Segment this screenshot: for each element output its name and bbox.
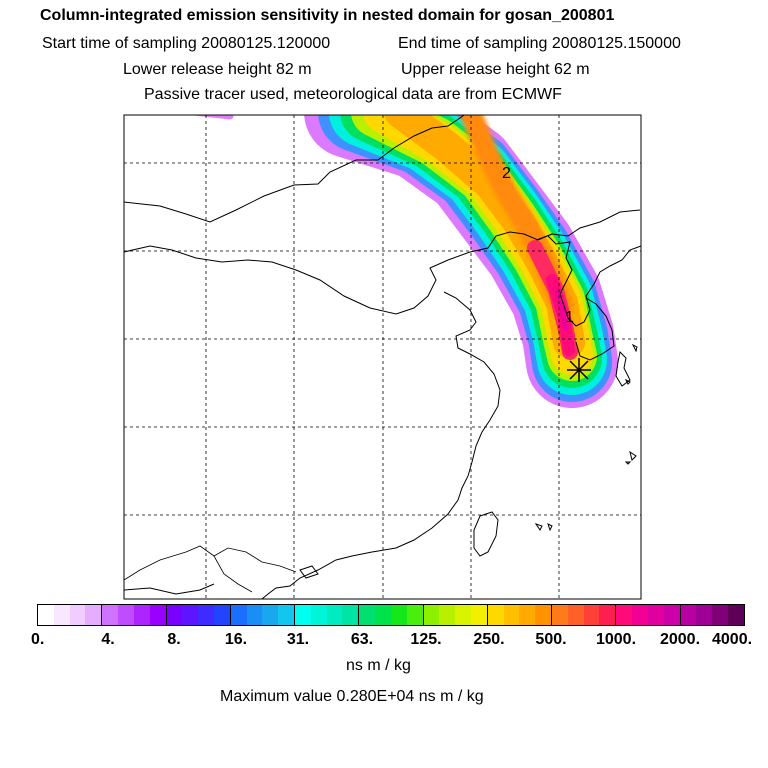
colorbar-segment: [567, 605, 584, 625]
colorbar-tick-label: 1000.: [595, 631, 637, 648]
colorbar-segment: [295, 605, 311, 625]
colorbar-segment: [616, 605, 633, 625]
end-time-label: End time of sampling 20080125.150000: [398, 35, 681, 52]
colorbar-segment: [487, 605, 504, 625]
colorbar-segment: [423, 605, 440, 625]
colorbar-segment: [262, 605, 279, 625]
colorbar-segment: [535, 605, 552, 625]
emission-sensitivity-plume: [193, 115, 618, 408]
colorbar-segment: [198, 605, 214, 625]
tracer-info-label: Passive tracer used, meteorological data…: [144, 86, 562, 103]
colorbar-segment: [310, 605, 327, 625]
map-frame: [123, 114, 642, 600]
colorbar-tick-label: 31.: [286, 631, 310, 648]
plume-label-day-2: 2: [502, 165, 511, 182]
colorbar-segment: [727, 605, 744, 625]
colorbar-segment: [375, 605, 391, 625]
colorbar-segment: [439, 605, 456, 625]
colorbar-tick-label: 4.: [101, 631, 115, 648]
colorbar-tick-label: 250.: [473, 631, 505, 648]
colorbar-segment: [230, 605, 247, 625]
colorbar-tick-label: 125.: [410, 631, 442, 648]
colorbar-segment: [519, 605, 536, 625]
plume-label-day-1: 1: [565, 309, 574, 326]
colorbar-segment: [406, 605, 424, 625]
colorbar: [37, 604, 745, 626]
colorbar-segment: [69, 605, 86, 625]
colorbar-segment: [632, 605, 648, 625]
colorbar-tick-label: 8.: [167, 631, 181, 648]
coastlines: [124, 115, 641, 599]
country-borders: [124, 233, 553, 593]
colorbar-segment: [38, 605, 54, 625]
colorbar-tick-label: 63.: [350, 631, 374, 648]
colorbar-units-label: ns m / kg: [346, 657, 411, 674]
colorbar-segment: [552, 605, 568, 625]
colorbar-segment: [455, 605, 471, 625]
colorbar-segment: [213, 605, 231, 625]
colorbar-segment: [182, 605, 199, 625]
colorbar-segment: [166, 605, 183, 625]
colorbar-segment: [85, 605, 103, 625]
colorbar-segment: [663, 605, 681, 625]
colorbar-segment: [53, 605, 70, 625]
colorbar-tick-label: 16.: [224, 631, 248, 648]
colorbar-tick-label: 4000.: [712, 631, 753, 648]
colorbar-segment: [583, 605, 600, 625]
colorbar-segment: [342, 605, 360, 625]
colorbar-segment: [326, 605, 343, 625]
start-time-label: Start time of sampling 20080125.120000: [42, 35, 331, 52]
colorbar-segment: [470, 605, 488, 625]
colorbar-segment: [133, 605, 150, 625]
colorbar-tick-label: 500.: [535, 631, 567, 648]
colorbar-segment: [390, 605, 407, 625]
colorbar-segment: [246, 605, 263, 625]
colorbar-tick-label: 0.: [31, 631, 45, 648]
map-gridlines: [124, 115, 641, 599]
colorbar-tick-label: 2000.: [659, 631, 701, 648]
colorbar-segment: [278, 605, 295, 625]
colorbar-segment: [102, 605, 119, 625]
colorbar-segment: [680, 605, 697, 625]
colorbar-segment: [149, 605, 167, 625]
asterisk-receptor-icon: [567, 358, 591, 382]
colorbar-segment: [712, 605, 728, 625]
plot-title: Column-integrated emission sensitivity i…: [40, 7, 615, 24]
colorbar-segment: [647, 605, 664, 625]
maximum-value-label: Maximum value 0.280E+04 ns m / kg: [220, 688, 484, 705]
colorbar-segment: [696, 605, 713, 625]
colorbar-segment: [359, 605, 376, 625]
upper-release-height-label: Upper release height 62 m: [401, 61, 590, 78]
colorbar-segment: [503, 605, 520, 625]
lower-release-height-label: Lower release height 82 m: [123, 61, 312, 78]
colorbar-segment: [599, 605, 617, 625]
colorbar-segment: [118, 605, 134, 625]
